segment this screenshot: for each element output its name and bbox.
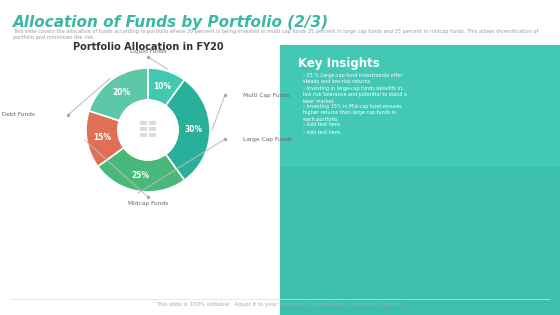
Wedge shape bbox=[98, 148, 184, 192]
Text: Large Cap Funds: Large Cap Funds bbox=[243, 136, 292, 141]
Text: › 25 % Large-cap fund investments offer
steady and low-risk returns.: › 25 % Large-cap fund investments offer … bbox=[303, 73, 403, 84]
Text: 15%: 15% bbox=[94, 133, 111, 142]
Text: Midcap Funds: Midcap Funds bbox=[128, 201, 168, 205]
Text: Allocation of Funds by Portfolio (2/3): Allocation of Funds by Portfolio (2/3) bbox=[13, 15, 329, 30]
Text: Liquid Funds: Liquid Funds bbox=[129, 49, 166, 54]
Bar bbox=[140, 127, 147, 131]
Text: Portfolio Allocation in FY20: Portfolio Allocation in FY20 bbox=[73, 42, 223, 52]
Wedge shape bbox=[89, 68, 148, 121]
Text: › Investing 15% in Mid-cap fund ensures
higher returns than large cap funds in
e: › Investing 15% in Mid-cap fund ensures … bbox=[303, 104, 402, 122]
Text: › Add text here.: › Add text here. bbox=[303, 130, 342, 135]
Text: 10%: 10% bbox=[153, 82, 171, 91]
Bar bbox=[280, 167, 560, 315]
Bar bbox=[140, 133, 147, 137]
Bar bbox=[280, 45, 560, 315]
Text: Short Term Debt Funds: Short Term Debt Funds bbox=[0, 112, 35, 117]
Wedge shape bbox=[148, 68, 184, 106]
Text: Multi Cap Funds: Multi Cap Funds bbox=[243, 93, 290, 98]
Bar bbox=[149, 121, 156, 125]
Text: This slide covers the allocation of funds according to portfolio where 30 percen: This slide covers the allocation of fund… bbox=[13, 29, 538, 40]
Bar bbox=[140, 121, 147, 125]
Text: 30%: 30% bbox=[185, 125, 203, 135]
Text: This slide is 100% editable.  Adapt it to your needs and capture your audience's: This slide is 100% editable. Adapt it to… bbox=[156, 302, 404, 307]
Text: 20%: 20% bbox=[112, 88, 130, 97]
Bar bbox=[149, 133, 156, 137]
Circle shape bbox=[118, 100, 178, 160]
Text: › Investing in large-cap funds benefits in,
low risk tolerance and potential to : › Investing in large-cap funds benefits … bbox=[303, 86, 407, 104]
Text: Key Insights: Key Insights bbox=[298, 57, 380, 70]
Wedge shape bbox=[86, 111, 124, 166]
Bar bbox=[149, 127, 156, 131]
Text: 25%: 25% bbox=[132, 171, 150, 180]
Wedge shape bbox=[166, 80, 210, 180]
Text: › Add text here.: › Add text here. bbox=[303, 122, 342, 127]
